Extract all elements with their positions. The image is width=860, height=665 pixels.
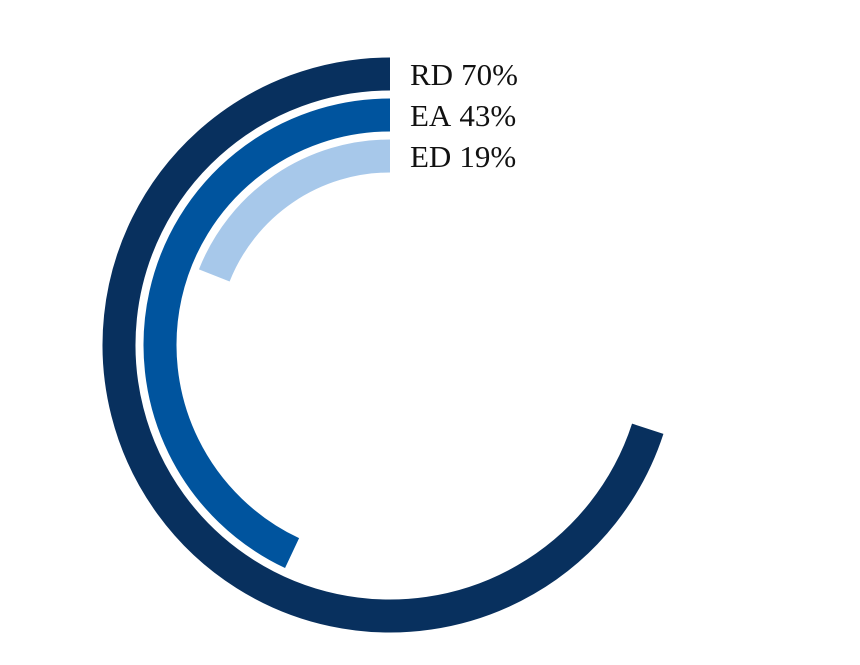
- category-label: EA: [410, 98, 452, 133]
- radial-bar: [102, 57, 664, 633]
- value-label: 43%: [459, 98, 516, 133]
- bar-label: EA 43%: [410, 98, 516, 133]
- value-label: 70%: [461, 57, 518, 92]
- radial-bar: [143, 98, 391, 569]
- bar-label: RD 70%: [410, 57, 518, 92]
- value-label: 19%: [459, 139, 516, 174]
- bar-label: ED 19%: [410, 139, 516, 174]
- category-label: RD: [410, 57, 453, 92]
- category-label: ED: [410, 139, 451, 174]
- radial-bar: [198, 139, 391, 282]
